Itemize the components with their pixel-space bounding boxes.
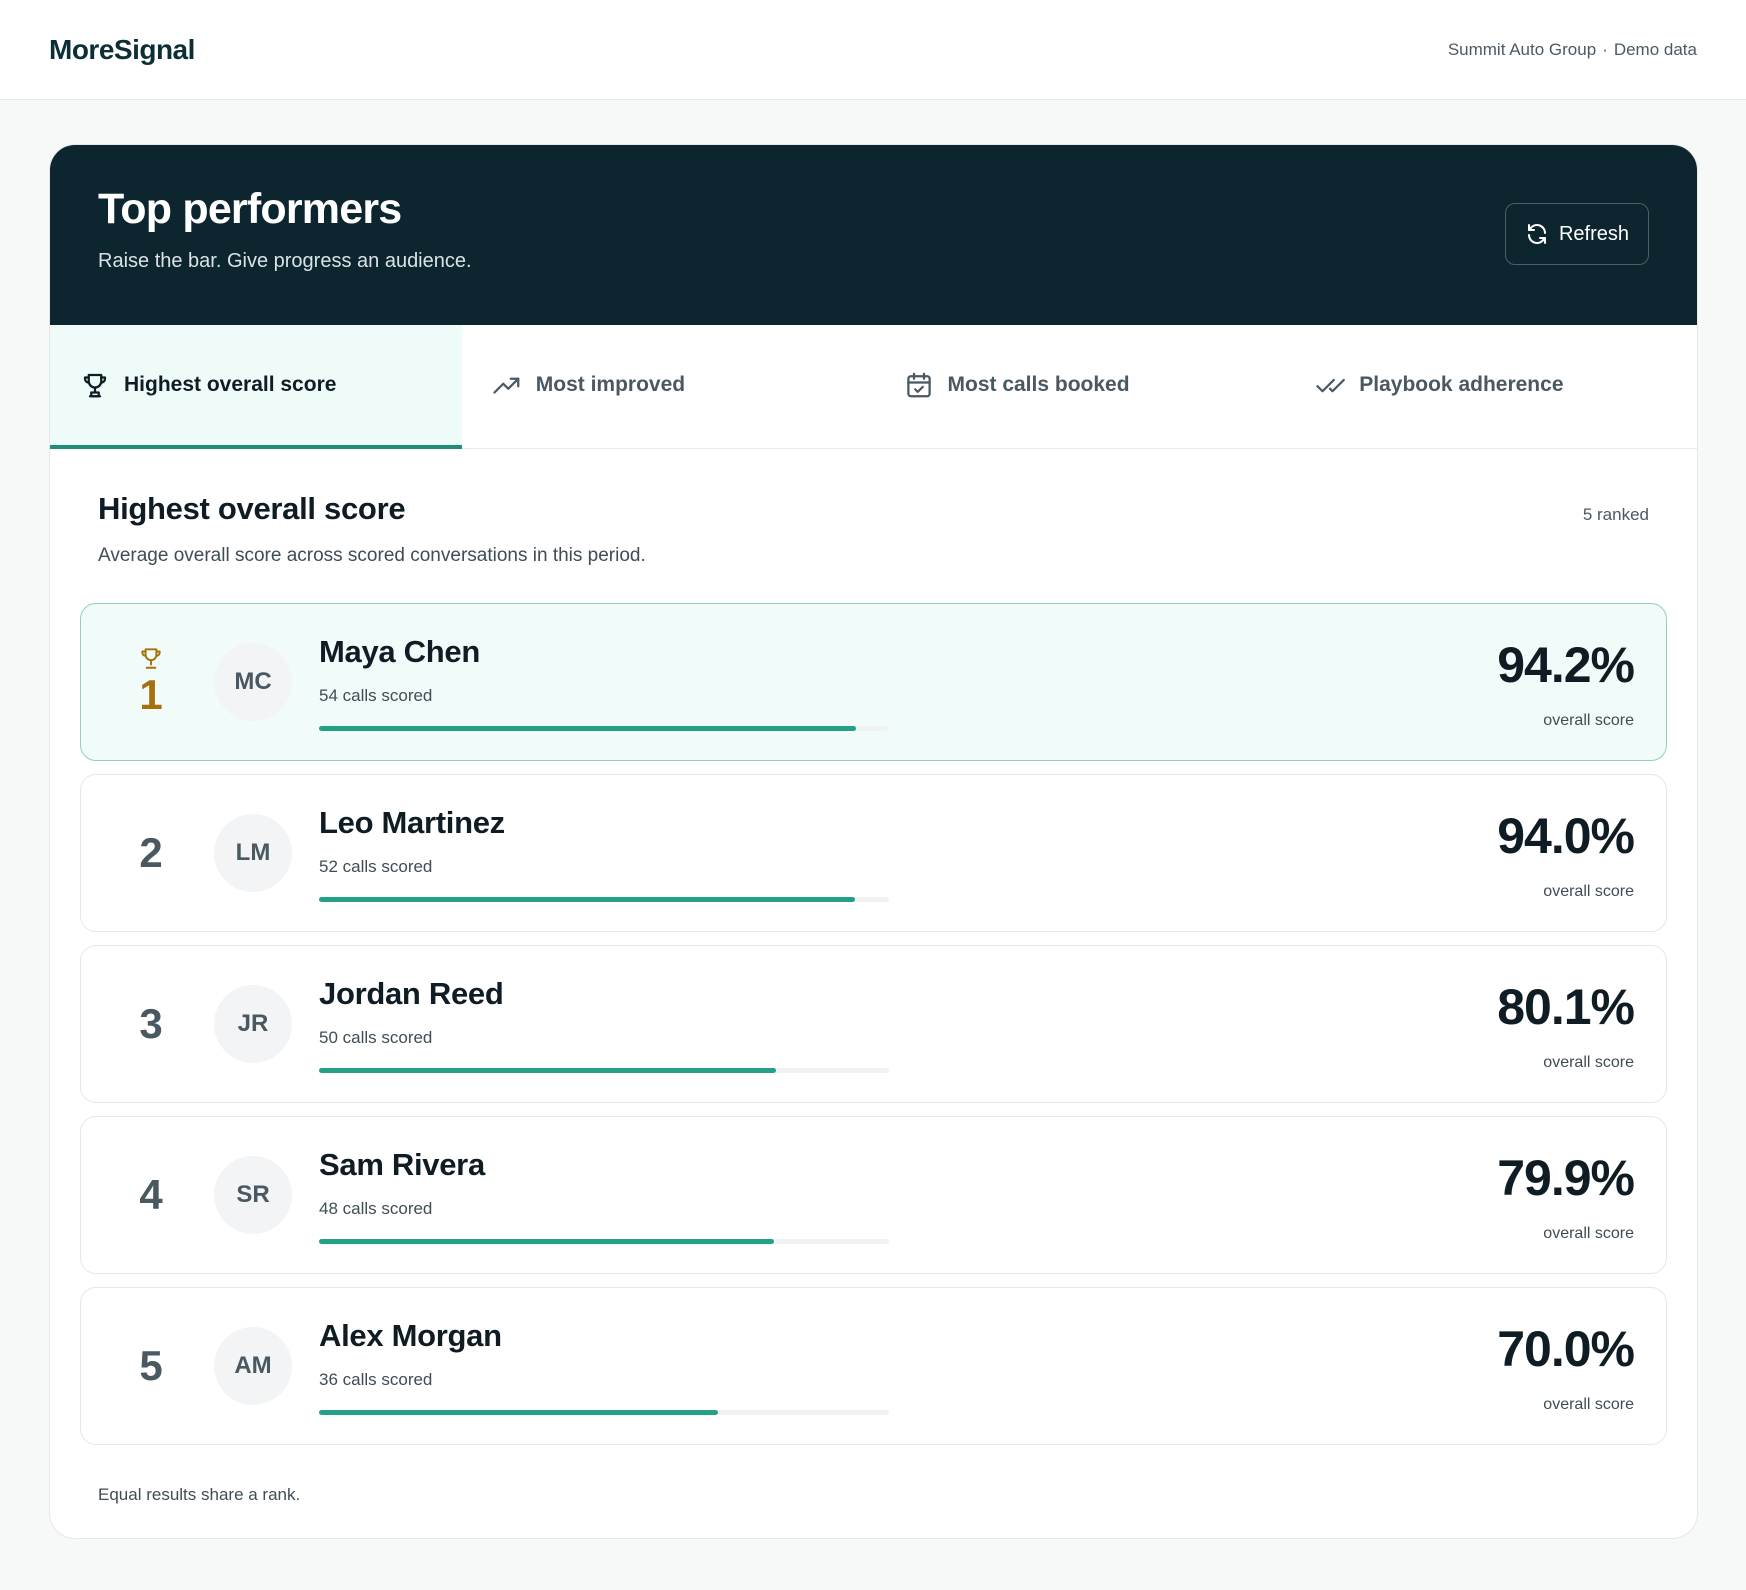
tab-label: Highest overall score xyxy=(124,373,337,396)
ranking-row[interactable]: 5 AM Alex Morgan 36 calls scored 70.0% o… xyxy=(80,1287,1667,1445)
score-progress-bar xyxy=(319,726,889,731)
leaderboard-card: Top performers Raise the bar. Give progr… xyxy=(49,144,1698,1539)
score-progress-bar xyxy=(319,897,889,902)
ranking-row[interactable]: 1 MC Maya Chen 54 calls scored 94.2% ove… xyxy=(80,603,1667,761)
score-value: 79.9% xyxy=(1497,1150,1635,1206)
top-bar: MoreSignal Summit Auto Group · Demo data xyxy=(0,0,1746,100)
person-info: Sam Rivera 48 calls scored xyxy=(319,1147,485,1219)
org-name: Summit Auto Group xyxy=(1447,39,1597,59)
score-label: overall score xyxy=(1543,712,1634,729)
refresh-label: Refresh xyxy=(1558,222,1630,245)
avatar: SR xyxy=(214,1156,292,1234)
section-title: Highest overall score xyxy=(98,491,406,526)
person-name: Maya Chen xyxy=(319,634,480,669)
score-progress-bar xyxy=(319,1239,889,1244)
score-progress-fill xyxy=(319,726,856,731)
calls-scored: 50 calls scored xyxy=(319,1028,433,1047)
rank-number: 4 xyxy=(139,1171,163,1218)
score-label: overall score xyxy=(1543,1396,1634,1413)
ranking-row[interactable]: 3 JR Jordan Reed 50 calls scored 80.1% o… xyxy=(80,945,1667,1103)
score-progress-fill xyxy=(319,1068,776,1073)
score-progress-fill xyxy=(319,1410,718,1415)
tab-highest-overall-score[interactable]: Highest overall score xyxy=(50,325,462,449)
rank-badge: 4 xyxy=(121,1117,181,1273)
data-mode: Demo data xyxy=(1613,39,1697,59)
score-block: 70.0% overall score xyxy=(1497,1321,1635,1414)
hero-banner: Top performers Raise the bar. Give progr… xyxy=(50,145,1697,325)
score-block: 94.0% overall score xyxy=(1497,808,1635,901)
score-value: 70.0% xyxy=(1497,1321,1635,1377)
rank-badge: 5 xyxy=(121,1288,181,1444)
rank-number: 5 xyxy=(139,1342,163,1389)
score-progress-fill xyxy=(319,1239,775,1244)
score-value: 94.2% xyxy=(1497,637,1635,693)
rank-number: 1 xyxy=(139,671,163,718)
avatar: LM xyxy=(214,814,292,892)
score-block: 79.9% overall score xyxy=(1497,1150,1635,1243)
brand-logo[interactable]: MoreSignal xyxy=(49,33,195,65)
avatar: MC xyxy=(214,643,292,721)
refresh-button[interactable]: Refresh xyxy=(1505,203,1649,265)
rank-badge: 2 xyxy=(121,775,181,931)
tab-label: Most calls booked xyxy=(947,373,1130,396)
avatar: AM xyxy=(214,1327,292,1405)
calendar-check-icon xyxy=(906,372,931,398)
score-label: overall score xyxy=(1543,1225,1634,1242)
refresh-icon xyxy=(1527,224,1546,244)
org-separator: · xyxy=(1602,39,1608,59)
double-check-icon xyxy=(1316,378,1346,393)
person-name: Sam Rivera xyxy=(319,1147,485,1182)
person-name: Leo Martinez xyxy=(319,805,505,840)
tab-most-calls-booked[interactable]: Most calls booked xyxy=(874,325,1286,449)
page-title: Top performers xyxy=(98,185,402,233)
footnote: Equal results share a rank. xyxy=(98,1485,301,1504)
tab-label: Most improved xyxy=(535,373,686,396)
ranking-list: 1 MC Maya Chen 54 calls scored 94.2% ove… xyxy=(50,567,1697,1445)
score-block: 94.2% overall score xyxy=(1497,637,1635,730)
person-info: Leo Martinez 52 calls scored xyxy=(319,805,505,877)
section-header: Highest overall score Average overall sc… xyxy=(50,449,1697,567)
person-info: Alex Morgan 36 calls scored xyxy=(319,1318,502,1390)
avatar: JR xyxy=(214,985,292,1063)
score-progress-fill xyxy=(319,897,855,902)
tab-playbook-adherence[interactable]: Playbook adherence xyxy=(1285,325,1697,449)
tab-most-improved[interactable]: Most improved xyxy=(462,325,874,449)
org-info: Summit Auto Group · Demo data xyxy=(1448,40,1697,60)
rank-number: 2 xyxy=(139,829,163,876)
score-label: overall score xyxy=(1543,883,1634,900)
ranking-row[interactable]: 2 LM Leo Martinez 52 calls scored 94.0% … xyxy=(80,774,1667,932)
tab-label: Playbook adherence xyxy=(1359,373,1564,396)
trending-up-icon xyxy=(493,377,520,394)
trophy-icon xyxy=(141,648,161,669)
tab-bar: Highest overall score Most improved Most… xyxy=(50,325,1697,449)
score-progress-bar xyxy=(319,1410,889,1415)
rank-badge: 3 xyxy=(121,946,181,1102)
score-progress-bar xyxy=(319,1068,889,1073)
calls-scored: 48 calls scored xyxy=(319,1199,433,1218)
calls-scored: 54 calls scored xyxy=(319,686,433,705)
score-value: 80.1% xyxy=(1497,979,1635,1035)
person-name: Alex Morgan xyxy=(319,1318,502,1353)
person-info: Jordan Reed 50 calls scored xyxy=(319,976,504,1048)
person-info: Maya Chen 54 calls scored xyxy=(319,634,480,706)
page-subtitle: Raise the bar. Give progress an audience… xyxy=(98,250,472,272)
calls-scored: 36 calls scored xyxy=(319,1370,433,1389)
rank-badge: 1 xyxy=(121,604,181,760)
ranked-count: 5 ranked xyxy=(1582,505,1649,524)
calls-scored: 52 calls scored xyxy=(319,857,433,876)
score-label: overall score xyxy=(1543,1054,1634,1071)
score-block: 80.1% overall score xyxy=(1497,979,1635,1072)
score-value: 94.0% xyxy=(1497,808,1635,864)
rank-number: 3 xyxy=(139,1000,163,1047)
section-description: Average overall score across scored conv… xyxy=(98,545,646,566)
trophy-icon xyxy=(83,373,107,398)
ranking-row[interactable]: 4 SR Sam Rivera 48 calls scored 79.9% ov… xyxy=(80,1116,1667,1274)
person-name: Jordan Reed xyxy=(319,976,504,1011)
